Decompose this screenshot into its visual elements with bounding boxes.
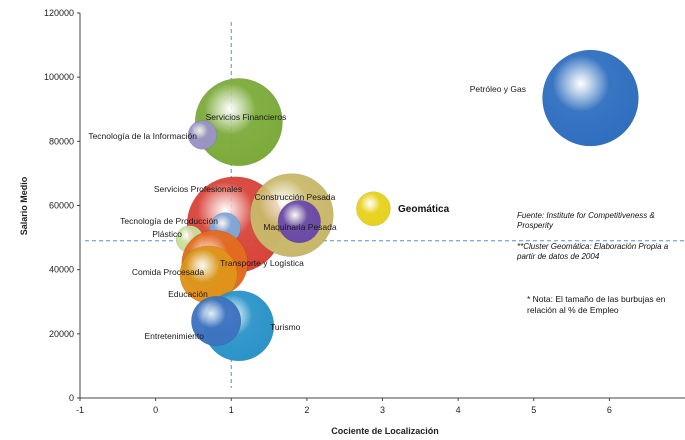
y-tick-label: 0 (69, 393, 74, 403)
bubble-label-tecnologia-de-produccion: Tecnología de Producción (120, 216, 218, 226)
size-note-text: * Nota: El tamaño de las burbujas en rel… (527, 294, 666, 315)
y-tick-label: 80000 (49, 136, 74, 146)
y-tick-label: 20000 (49, 329, 74, 339)
bubble-label-transporte-y-logistica: Transporte y Logística (220, 258, 304, 268)
bubble-label-tecnologia-de-la-informacion: Tecnología de la Información (88, 131, 197, 141)
bubble-label-turismo: Turismo (270, 322, 301, 332)
bubble-geomatica (356, 191, 391, 226)
y-tick-label: 40000 (49, 265, 74, 275)
y-tick-label: 120000 (44, 8, 74, 18)
bubble-label-educacion: Educación (168, 289, 208, 299)
x-tick-label: -1 (76, 405, 84, 415)
size-note: * Nota: El tamaño de las burbujas en rel… (527, 294, 677, 316)
bubble-tecnologia-de-la-informacion (187, 120, 218, 150)
x-tick-label: 2 (304, 405, 309, 415)
y-tick-label: 60000 (49, 201, 74, 211)
y-tick-label: 100000 (44, 72, 74, 82)
cluster-note: **Cluster Geomática: Elaboración Propia … (517, 242, 677, 262)
bubble-petroleo-y-gas (542, 49, 639, 147)
bubble-label-servicios-profesionales: Servicios Profesionales (154, 184, 242, 194)
source-note: Fuente: Institute for Competitiveness & … (517, 211, 677, 231)
x-tick-label: 4 (456, 405, 461, 415)
y-axis-title: Salario Medio (19, 176, 29, 235)
bubble-label-entretenimiento: Entretenimiento (144, 331, 204, 341)
bubble-label-maquinaria-pesada: Maquinaria Pesada (263, 222, 337, 232)
bubble-entretenimiento (191, 295, 242, 347)
bubble-label-servicios-financieros: Servicios Financieros (206, 112, 287, 122)
x-tick-label: 1 (229, 405, 234, 415)
x-tick-label: 3 (380, 405, 385, 415)
x-tick-label: 6 (607, 405, 612, 415)
x-tick-label: 5 (531, 405, 536, 415)
bubble-label-construccion-pesada: Construcción Pesada (255, 192, 336, 202)
x-tick-label: 0 (153, 405, 158, 415)
x-axis-title: Cociente de Localización (331, 426, 439, 436)
bubble-label-plastico: Plástico (152, 229, 182, 239)
bubble-label-geomatica: Geomática (398, 204, 450, 215)
bubble-servicios-financieros (194, 78, 283, 167)
bubble-label-petroleo-y-gas: Petróleo y Gas (470, 84, 526, 94)
bubble-label-comida-procesada: Comida Procesada (132, 267, 205, 277)
source-note-text: Fuente: Institute for Competitiveness & … (517, 211, 655, 230)
bubble-maquinaria-pesada (277, 199, 321, 244)
cluster-note-text: **Cluster Geomática: Elaboración Propia … (517, 242, 669, 261)
